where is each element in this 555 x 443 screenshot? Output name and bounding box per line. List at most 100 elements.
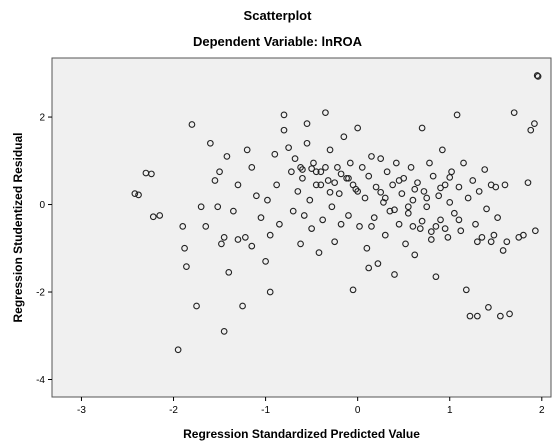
scatter-point bbox=[315, 249, 323, 257]
x-tick-label: 1 bbox=[447, 405, 453, 416]
scatter-point bbox=[448, 168, 455, 176]
scatter-point bbox=[472, 220, 479, 228]
scatter-point bbox=[253, 192, 260, 200]
scatter-point bbox=[308, 225, 315, 232]
scatter-point bbox=[343, 174, 350, 182]
chart-title: Scatterplot bbox=[243, 8, 312, 23]
y-axis-label: Regression Studentized Residual bbox=[11, 132, 25, 322]
scatter-point bbox=[383, 168, 391, 176]
scatter-point bbox=[426, 159, 433, 167]
scatter-point bbox=[418, 124, 426, 132]
scatter-point bbox=[135, 191, 142, 199]
scatter-point bbox=[218, 240, 225, 248]
scatter-point bbox=[197, 203, 205, 211]
scatter-point bbox=[389, 181, 396, 189]
scatter-point bbox=[368, 223, 375, 230]
scatter-point bbox=[361, 194, 369, 202]
scatter-point bbox=[326, 188, 334, 196]
scatter-point bbox=[326, 146, 334, 154]
x-tick-label: -2 bbox=[169, 405, 178, 416]
scatter-point bbox=[524, 179, 532, 187]
scatter-point bbox=[322, 164, 329, 171]
scatter-point bbox=[497, 312, 504, 320]
scatter-point bbox=[466, 312, 474, 320]
scatter-point bbox=[439, 146, 446, 154]
scatter-point bbox=[416, 225, 424, 232]
scatter-point bbox=[337, 220, 345, 228]
scatter-point bbox=[345, 174, 352, 182]
scatter-point bbox=[533, 72, 541, 79]
scatter-point bbox=[358, 164, 366, 171]
scatter-point bbox=[481, 166, 489, 173]
scatter-point bbox=[335, 190, 343, 197]
scatter-point bbox=[414, 179, 421, 187]
scatter-point bbox=[492, 183, 500, 191]
y-tick-label: 0 bbox=[39, 200, 45, 211]
scatter-point bbox=[473, 312, 481, 320]
scatter-point bbox=[395, 177, 403, 184]
scatter-point bbox=[239, 302, 246, 310]
scatter-point bbox=[179, 223, 187, 230]
scatter-point bbox=[444, 233, 452, 241]
scatter-point bbox=[377, 155, 385, 162]
scatter-point bbox=[334, 164, 341, 171]
scatter-point bbox=[156, 212, 164, 219]
scatter-point bbox=[402, 240, 409, 248]
scatter-point bbox=[289, 207, 297, 215]
scatter-point bbox=[230, 207, 237, 215]
scatter-point bbox=[501, 181, 509, 189]
scatter-point bbox=[331, 238, 338, 246]
scatter-point bbox=[392, 159, 400, 167]
scatter-point bbox=[234, 236, 242, 243]
scatter-point bbox=[291, 155, 299, 162]
scatter-point bbox=[520, 231, 527, 239]
scatter-point bbox=[437, 184, 444, 192]
scatter-point bbox=[223, 153, 231, 160]
scatter-point bbox=[365, 264, 373, 272]
scatter-point bbox=[288, 168, 295, 176]
scatter-point bbox=[303, 139, 311, 147]
scatter-point bbox=[490, 231, 498, 239]
scatter-point bbox=[368, 153, 375, 160]
scatter-point bbox=[174, 346, 182, 354]
scatter-point bbox=[148, 170, 155, 178]
scatter-point bbox=[328, 203, 336, 211]
scatter-point bbox=[460, 159, 467, 167]
scatter-point bbox=[510, 109, 518, 117]
scatter-point bbox=[404, 209, 412, 217]
x-tick-label: -3 bbox=[77, 405, 86, 416]
scatter-point bbox=[220, 328, 228, 335]
scatter-point bbox=[398, 190, 406, 197]
scatter-point bbox=[453, 111, 461, 119]
scatter-point bbox=[202, 223, 210, 230]
scatter-point bbox=[411, 185, 419, 193]
scatter-point bbox=[312, 181, 320, 189]
scatter-point bbox=[337, 170, 345, 178]
scatter-point bbox=[264, 196, 271, 204]
scatter-point bbox=[257, 214, 265, 222]
scatter-point bbox=[308, 165, 315, 173]
scatter-point bbox=[395, 220, 403, 228]
scatter-point bbox=[531, 227, 539, 235]
scatter-point bbox=[531, 120, 538, 127]
scatter-point bbox=[487, 238, 495, 246]
scatter-point bbox=[248, 164, 256, 171]
scatter-point bbox=[354, 124, 362, 132]
scatter-point bbox=[457, 227, 465, 235]
scatter-point bbox=[306, 196, 314, 204]
scatter-point bbox=[324, 177, 332, 184]
scatter-point bbox=[280, 111, 288, 119]
scatter-point bbox=[299, 174, 306, 182]
scatter-point bbox=[276, 220, 283, 228]
scatter-point bbox=[349, 286, 357, 294]
scatter-point bbox=[391, 271, 398, 278]
scatter-point bbox=[462, 286, 470, 294]
scatter-point bbox=[441, 181, 449, 189]
scatter-point bbox=[365, 172, 373, 180]
scatter-point bbox=[411, 251, 419, 259]
scatter-point bbox=[372, 183, 380, 191]
scatter-point bbox=[377, 188, 385, 196]
scatter-point bbox=[455, 183, 463, 191]
scatter-point bbox=[216, 168, 223, 176]
